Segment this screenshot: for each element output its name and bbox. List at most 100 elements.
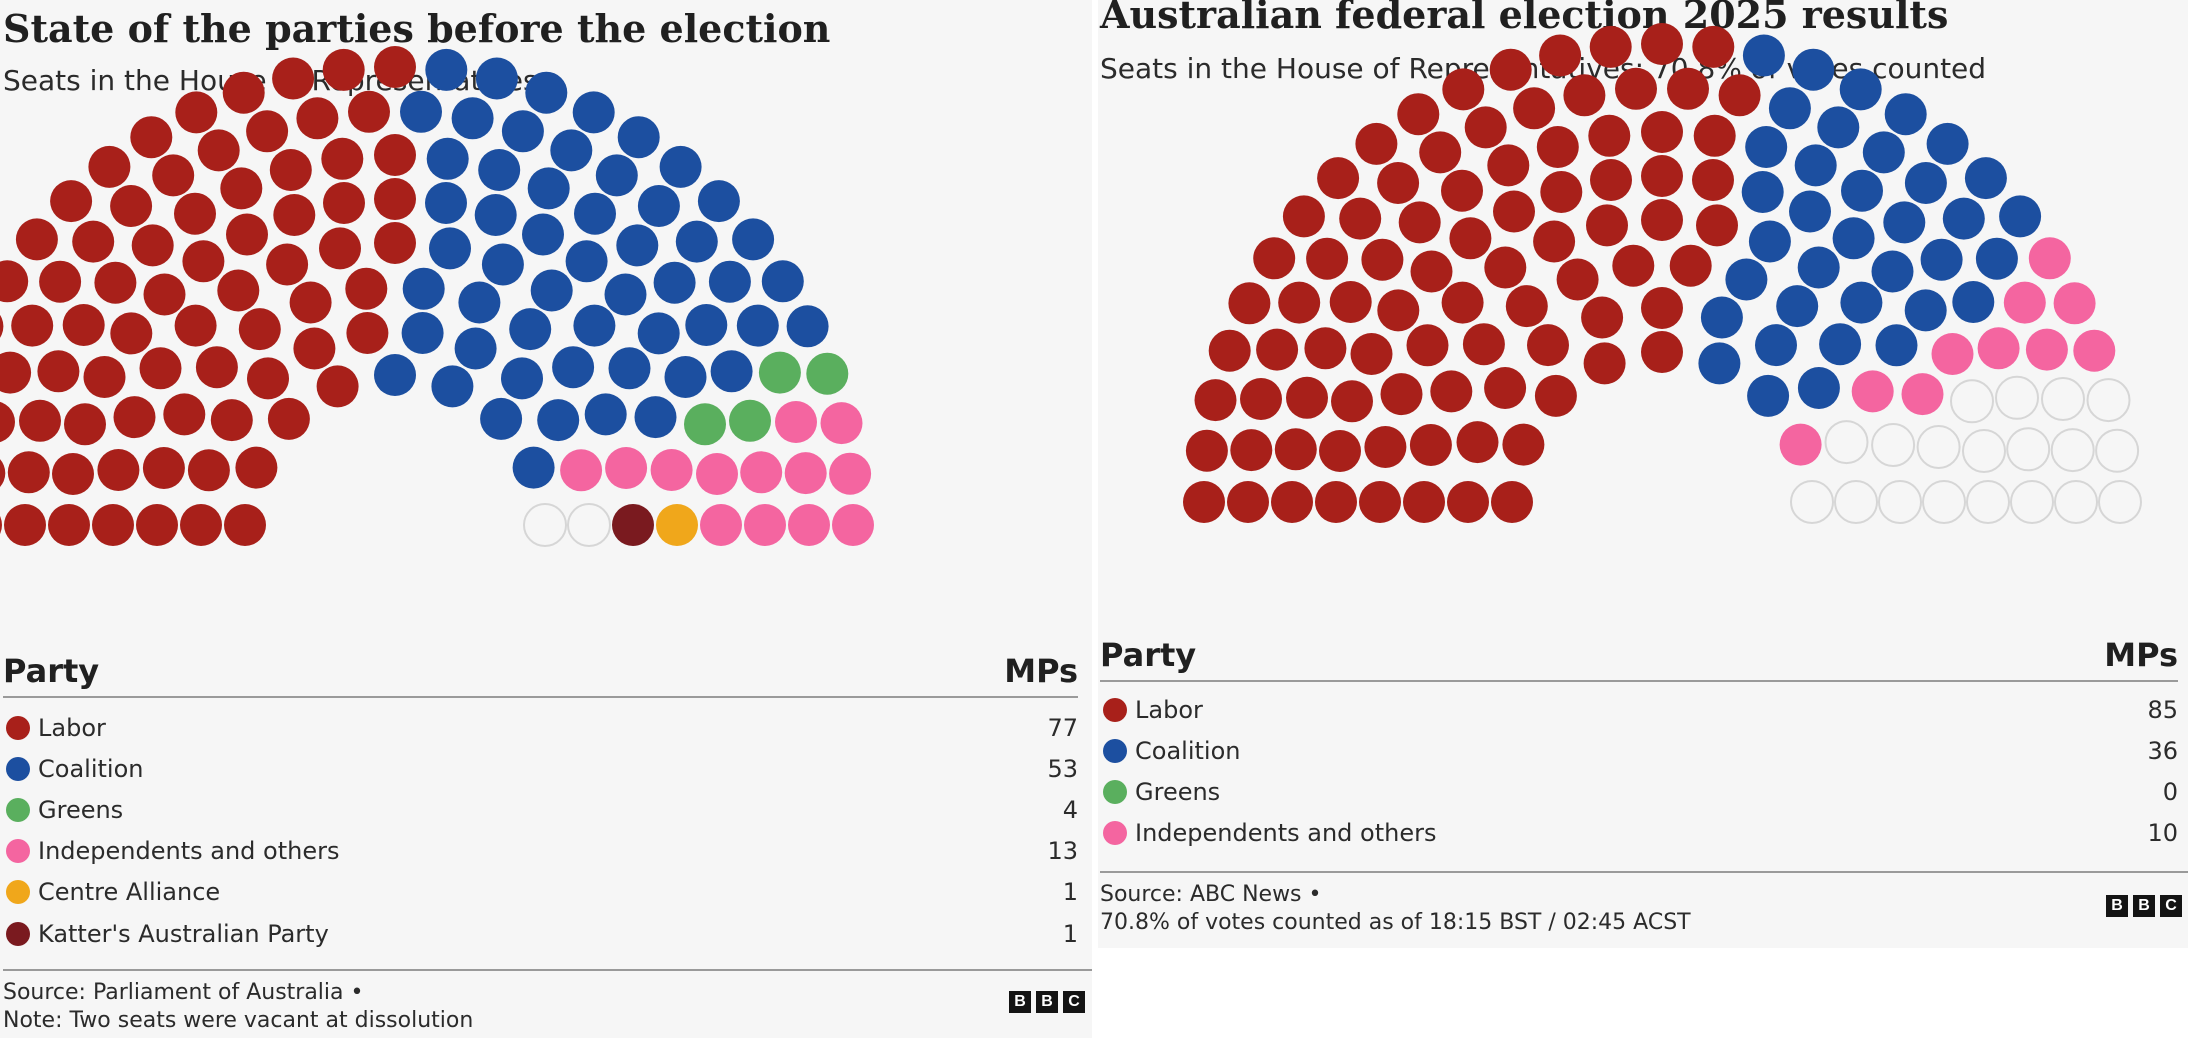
seat-labor	[1364, 426, 1407, 468]
seat-labor	[1533, 220, 1576, 263]
party-color-swatch	[6, 839, 30, 864]
seat-labor	[88, 145, 131, 188]
bbc-logo-letter: B	[1009, 991, 1031, 1013]
seat-unfilled	[1834, 480, 1878, 524]
seat-unfilled	[2098, 480, 2142, 524]
seat-labor	[293, 327, 336, 370]
seat-unfilled	[2086, 378, 2131, 423]
seat-coalition	[1755, 324, 1797, 367]
party-color-swatch	[6, 715, 30, 740]
legend-party: Greens	[1100, 778, 1220, 806]
legend-mps-value: 53	[1047, 754, 1078, 783]
legend-mps-value: 85	[2147, 695, 2178, 724]
seat-coalition	[1999, 195, 2042, 238]
seat-labor	[1667, 67, 1709, 110]
seat-labor	[1484, 367, 1527, 409]
seat-labor	[1227, 481, 1269, 523]
source-text: Source: ABC News •	[1100, 882, 1322, 907]
legend-mps-value: 77	[1047, 713, 1078, 742]
seat-labor	[130, 116, 173, 159]
seat-coalition	[501, 357, 543, 400]
seat-labor	[1693, 114, 1736, 157]
seat-labor	[323, 182, 365, 224]
seat-coalition	[1792, 48, 1835, 91]
seat-labor	[62, 304, 105, 346]
seat-coalition	[1698, 342, 1741, 385]
seat-labor	[1183, 481, 1225, 523]
seat-coalition	[425, 48, 468, 91]
seat-labor	[1256, 328, 1299, 371]
legend-party-label: Greens	[38, 795, 124, 824]
seat-labor	[220, 167, 263, 210]
seat-coalition	[1839, 68, 1882, 111]
seat-labor	[1484, 246, 1527, 289]
seat-labor	[110, 312, 153, 355]
bbc-logo-letter: B	[2133, 895, 2155, 917]
seat-labor	[1240, 378, 1282, 420]
seat-labor	[224, 504, 266, 546]
legend-party-label: Independents and others	[38, 837, 340, 866]
seat-labor	[92, 504, 134, 546]
seat-labor	[37, 350, 80, 393]
seat-labor	[4, 504, 46, 546]
seat-independents-and-others	[788, 504, 830, 546]
seat-labor	[267, 397, 310, 440]
party-color-swatch	[1103, 779, 1127, 804]
seat-labor	[175, 91, 218, 134]
bbc-logo-letter: B	[1036, 991, 1058, 1013]
seat-labor	[1306, 237, 1349, 280]
seat-labor	[374, 134, 416, 176]
seat-coalition	[475, 57, 518, 100]
bbc-logo-letter: C	[1063, 991, 1085, 1013]
seat-labor	[180, 504, 222, 546]
chart-panel-before-election: State of the parties before the election…	[0, 0, 1092, 1038]
seat-labor	[139, 347, 182, 390]
seat-labor	[1491, 481, 1533, 523]
seat-labor	[1286, 376, 1328, 419]
seat-labor	[113, 396, 156, 439]
seat-coalition	[458, 281, 501, 324]
seat-labor	[1487, 144, 1530, 187]
seat-coalition	[425, 182, 467, 224]
party-color-swatch	[6, 797, 30, 822]
seat-independents-and-others	[1977, 327, 2020, 370]
seat-labor	[1641, 287, 1683, 329]
legend-row: Independents and others 10	[1100, 813, 2178, 854]
seat-coalition	[525, 71, 568, 114]
seat-labor	[1355, 122, 1398, 165]
seat-coalition	[664, 356, 707, 398]
seat-independents-and-others	[832, 504, 874, 546]
seat-labor	[1441, 281, 1484, 324]
seat-centre-alliance	[656, 504, 698, 546]
seat-coalition	[617, 116, 660, 159]
seat-labor	[1447, 481, 1489, 523]
seat-coalition	[478, 149, 521, 191]
seat-labor	[131, 224, 174, 267]
legend-header-mps: MPs	[2104, 636, 2178, 674]
seat-labor	[72, 220, 115, 263]
divider	[1100, 871, 2188, 873]
seat-labor	[235, 446, 278, 489]
seat-independents-and-others	[700, 504, 742, 546]
seat-coalition	[454, 327, 497, 370]
seat-labor	[1350, 333, 1393, 375]
legend-mps-value: 1	[1062, 878, 1078, 907]
seat-independents-and-others	[650, 449, 693, 491]
seat-labor	[52, 453, 94, 495]
seat-coalition	[604, 273, 647, 316]
seat-independents-and-others	[560, 449, 603, 492]
seat-labor	[273, 194, 316, 236]
seat-unfilled	[1790, 480, 1834, 524]
seat-coalition	[1832, 217, 1875, 260]
seat-labor	[1692, 159, 1734, 201]
seat-labor	[1502, 423, 1545, 466]
legend-row: Coalition 36	[1100, 730, 2178, 771]
seat-labor	[15, 218, 58, 261]
seat-labor	[0, 314, 4, 338]
seat-labor	[152, 154, 195, 197]
seat-coalition	[786, 305, 829, 348]
bbc-logo: B B C	[2106, 895, 2182, 917]
seat-coalition	[1745, 126, 1788, 168]
seat-labor	[1590, 159, 1632, 201]
seat-coalition	[637, 312, 680, 355]
